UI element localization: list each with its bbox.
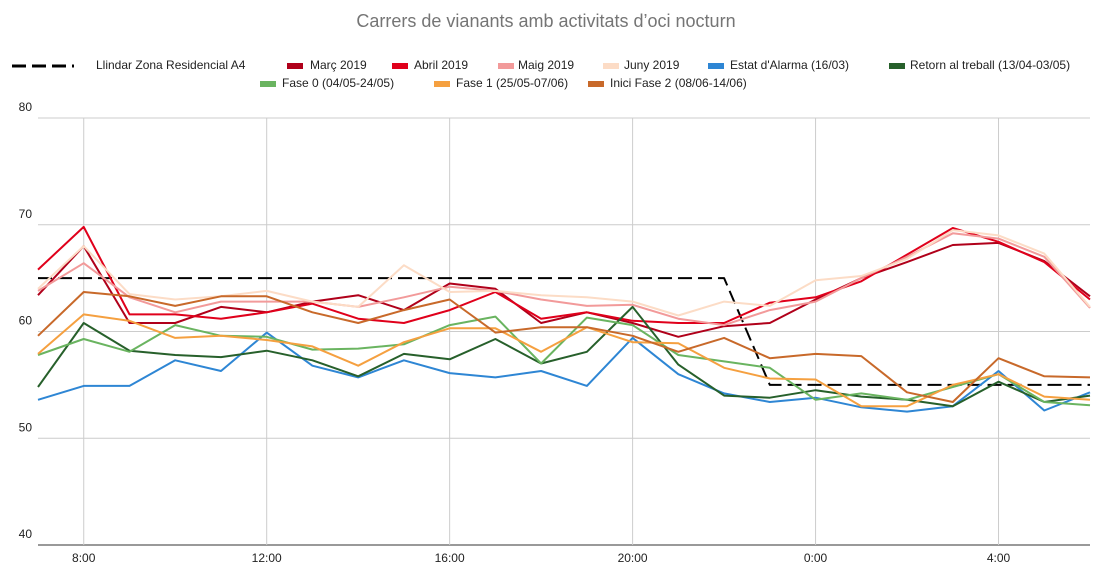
legend-label: Fase 0 (04/05-24/05) bbox=[282, 76, 394, 90]
y-tick-label: 60 bbox=[19, 314, 33, 328]
legend-swatch bbox=[392, 63, 408, 69]
series-line bbox=[37, 232, 1091, 327]
legend-swatch bbox=[889, 63, 905, 69]
series-line bbox=[37, 229, 1091, 317]
x-tick-label: 0:00 bbox=[804, 551, 828, 565]
legend-label: Març 2019 bbox=[310, 58, 367, 72]
legend-label: Llindar Zona Residencial A4 bbox=[96, 58, 246, 72]
legend-label: Maig 2019 bbox=[518, 58, 574, 72]
y-tick-label: 40 bbox=[19, 527, 33, 541]
series-line bbox=[37, 315, 1091, 407]
x-tick-label: 8:00 bbox=[72, 551, 96, 565]
y-tick-label: 70 bbox=[19, 207, 33, 221]
legend-swatch bbox=[708, 63, 724, 69]
legend-label: Retorn al treball (13/04-03/05) bbox=[910, 58, 1070, 72]
legend-label: Fase 1 (25/05-07/06) bbox=[456, 76, 568, 90]
legend-swatch bbox=[434, 81, 450, 87]
series-line bbox=[37, 225, 1091, 324]
legend-swatch bbox=[588, 81, 604, 87]
series-line bbox=[37, 241, 1091, 338]
series-line bbox=[38, 277, 1090, 386]
legend-label: Estat d'Alarma (16/03) bbox=[730, 58, 849, 72]
x-tick-label: 12:00 bbox=[252, 551, 282, 565]
legend-swatch bbox=[603, 63, 619, 69]
legend-label: Inici Fase 2 (08/06-14/06) bbox=[610, 76, 747, 90]
legend-label: Juny 2019 bbox=[624, 58, 680, 72]
chart-title: Carrers de vianants amb activitats d’oci… bbox=[356, 11, 735, 31]
legend-swatch bbox=[260, 81, 276, 87]
legend-swatch bbox=[287, 63, 303, 69]
y-tick-label: 80 bbox=[19, 100, 33, 114]
y-tick-label: 50 bbox=[19, 420, 33, 434]
series-line bbox=[37, 331, 1091, 413]
series-line bbox=[37, 305, 1091, 408]
series-line bbox=[37, 313, 1091, 408]
x-tick-label: 20:00 bbox=[618, 551, 648, 565]
series-line bbox=[37, 291, 1091, 403]
x-tick-label: 4:00 bbox=[987, 551, 1011, 565]
legend-swatch bbox=[498, 63, 514, 69]
x-tick-label: 16:00 bbox=[435, 551, 465, 565]
legend-label: Abril 2019 bbox=[414, 58, 468, 72]
